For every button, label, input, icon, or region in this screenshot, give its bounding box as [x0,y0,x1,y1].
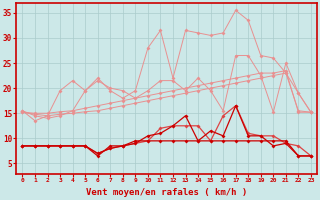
X-axis label: Vent moyen/en rafales ( km/h ): Vent moyen/en rafales ( km/h ) [86,188,247,197]
